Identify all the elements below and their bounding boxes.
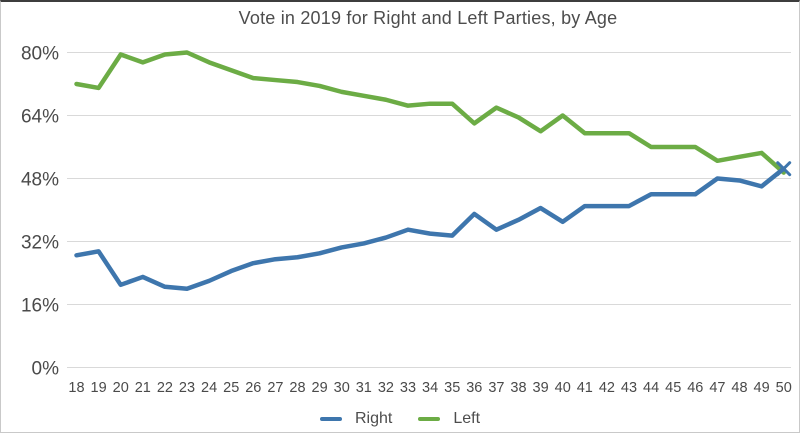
x-tick-label: 26 [245, 380, 261, 396]
x-tick-label: 45 [665, 380, 681, 396]
x-tick-label: 43 [621, 380, 637, 396]
x-tick-label: 42 [599, 380, 615, 396]
x-tick-label: 34 [422, 380, 438, 396]
x-tick-label: 25 [223, 380, 239, 396]
x-tick-label: 22 [157, 380, 173, 396]
x-tick-label: 35 [444, 380, 460, 396]
x-tick-label: 49 [754, 380, 770, 396]
x-tick-label: 47 [709, 380, 725, 396]
x-tick-label: 27 [267, 380, 283, 396]
x-tick-label: 20 [113, 380, 129, 396]
legend-item-left[interactable]: Left [418, 410, 480, 428]
y-tick-label: 80% [21, 44, 59, 65]
x-tick-label: 19 [91, 380, 107, 396]
x-tick-label: 39 [533, 380, 549, 396]
x-tick-label: 23 [179, 380, 195, 396]
x-tick-label: 30 [334, 380, 350, 396]
x-tick-label: 46 [687, 380, 703, 396]
x-tick-label: 29 [312, 380, 328, 396]
legend-item-right[interactable]: Right [319, 410, 393, 428]
x-tick-label: 32 [378, 380, 394, 396]
x-tick-label: 18 [68, 380, 84, 396]
y-tick-label: 32% [21, 233, 59, 254]
x-tick-label: 24 [201, 380, 217, 396]
x-tick-label: 48 [731, 380, 747, 396]
y-tick-label: 16% [21, 296, 59, 317]
left-series-swatch-icon [418, 417, 441, 421]
right-series-swatch-icon [319, 417, 342, 421]
y-tick-label: 48% [21, 170, 59, 191]
series-line-left [74, 50, 786, 175]
legend-label-left: Left [453, 410, 481, 427]
x-tick-label: 50 [776, 380, 792, 396]
series-line-right [74, 166, 786, 291]
end-marker-x-icon [776, 161, 792, 177]
x-tick-label: 21 [135, 380, 151, 396]
x-tick-label: 38 [510, 380, 526, 396]
x-tick-label: 40 [555, 380, 571, 396]
x-tick-label: 36 [466, 380, 482, 396]
x-tick-label: 28 [289, 380, 305, 396]
y-tick-label: 0% [32, 359, 60, 380]
chart-title: Vote in 2019 for Right and Left Parties,… [238, 8, 618, 28]
x-tick-label: 31 [356, 380, 372, 396]
x-tick-label: 33 [400, 380, 416, 396]
y-tick-label: 64% [21, 107, 59, 128]
x-tick-label: 41 [577, 380, 593, 396]
x-tick-label: 44 [643, 380, 659, 396]
chart-legend: Right Left [1, 410, 799, 428]
legend-label-right: Right [354, 410, 393, 427]
x-tick-label: 37 [488, 380, 504, 396]
